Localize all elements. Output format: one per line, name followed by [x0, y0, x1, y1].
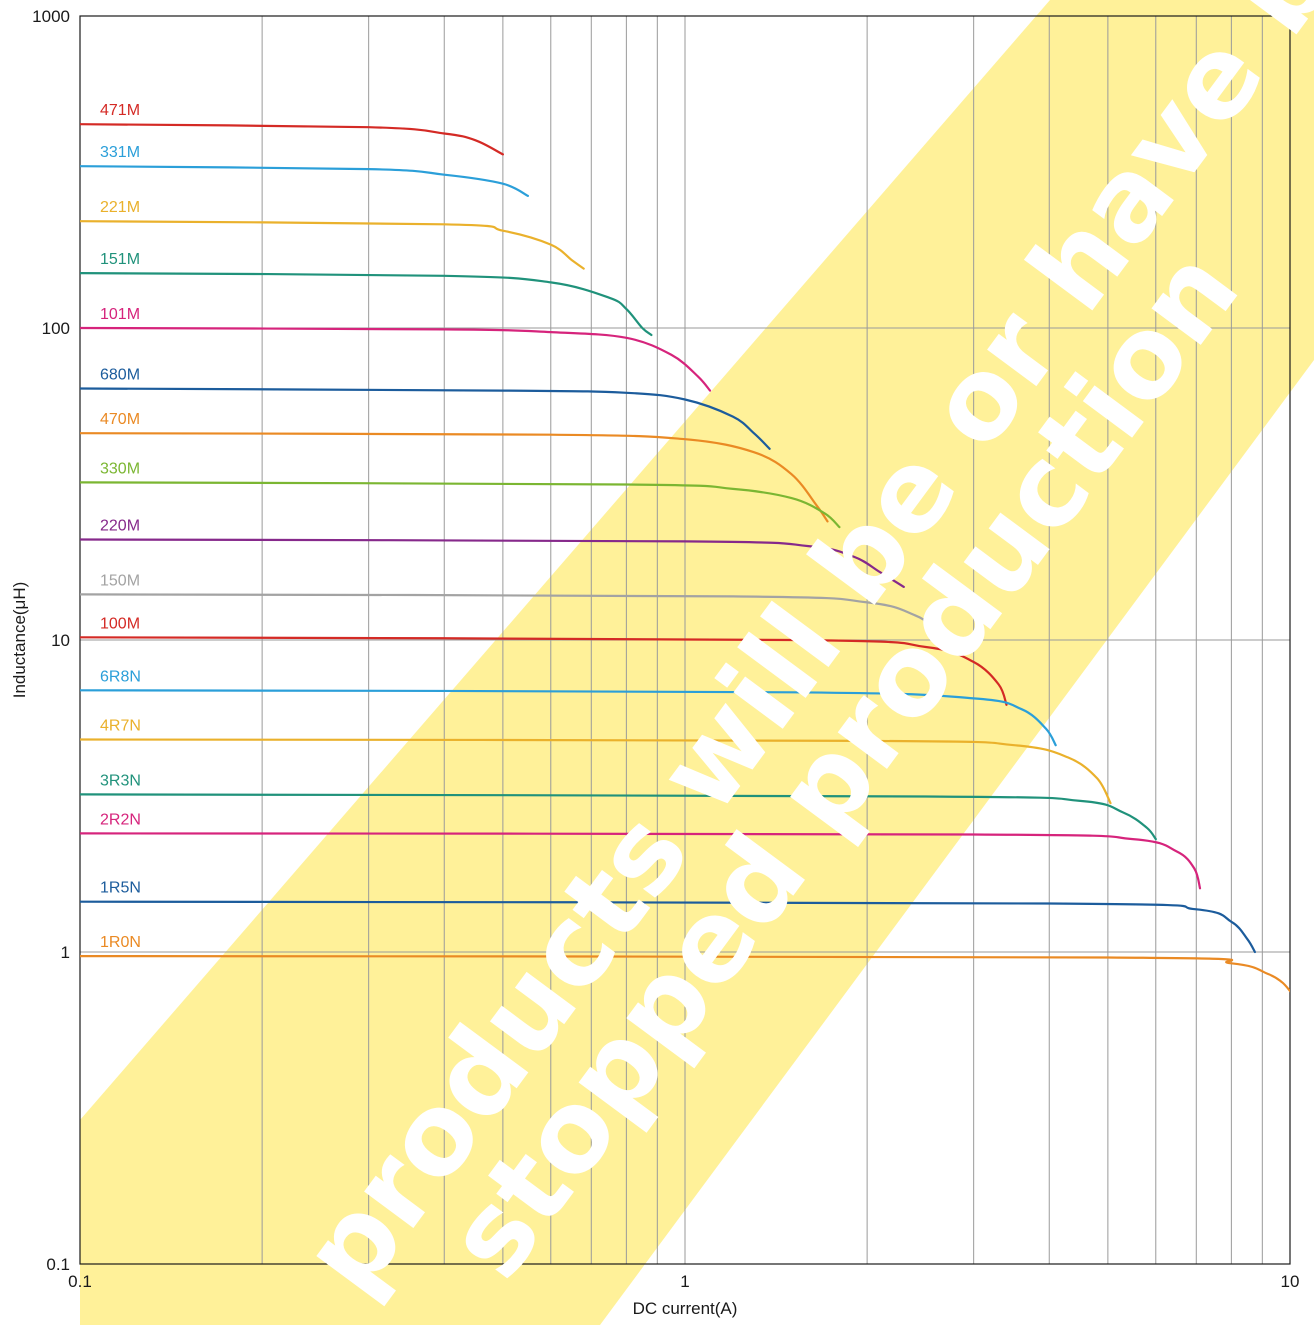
series-line-470m — [80, 432, 829, 523]
y-tick-label: 1000 — [32, 7, 70, 26]
series-line-4r7n — [80, 738, 1112, 805]
watermark-band-shape — [80, 0, 1314, 1325]
series-label-221m: 221M — [100, 199, 140, 216]
series-line-331m — [80, 165, 529, 197]
x-tick-label: 0.1 — [68, 1272, 92, 1291]
series-line-2r2n — [80, 832, 1202, 890]
series-label-100m: 100M — [100, 615, 140, 632]
watermark-text-group: products will be or have been stopped pr… — [277, 0, 1314, 1316]
y-tick-label: 1 — [61, 943, 70, 962]
x-axis-label: DC current(A) — [633, 1299, 738, 1318]
series-labels: 471M 331M 221M 151M 101M 680M 470M 330M 220M 150M… — [100, 102, 141, 951]
series-label-6r8n: 6R8N — [100, 668, 141, 685]
series-label-330m: 330M — [100, 460, 140, 477]
series-label-4r7n: 4R7N — [100, 717, 141, 734]
series-line-1r0n — [80, 955, 1290, 993]
series-label-151m: 151M — [100, 251, 140, 268]
series-line-3r3n — [80, 793, 1157, 841]
series-line-151m — [80, 272, 653, 337]
series-label-220m: 220M — [100, 517, 140, 534]
y-tick-label: 10 — [51, 631, 70, 650]
series-label-101m: 101M — [100, 306, 140, 323]
series-line-101m — [80, 326, 712, 392]
series-label-680m: 680M — [100, 366, 140, 383]
series-line-330m — [80, 481, 841, 529]
x-tick-label: 10 — [1281, 1272, 1300, 1291]
plot-frame — [79, 15, 1291, 1265]
series-label-3r3n: 3R3N — [100, 772, 141, 789]
watermark-band — [80, 0, 1314, 1325]
x-tick-label: 1 — [680, 1272, 689, 1291]
y-tick-labels: 0.1 1 10 100 1000 — [32, 7, 70, 1274]
y-tick-label: 100 — [42, 319, 70, 338]
series-lines — [80, 123, 1290, 993]
y-tick-label: 0.1 — [46, 1255, 70, 1274]
series-label-2r2n: 2R2N — [100, 811, 141, 828]
y-axis-label: Inductance(μH) — [10, 582, 29, 699]
x-tick-labels: 0.1 1 10 — [68, 1272, 1299, 1291]
series-label-471m: 471M — [100, 102, 140, 119]
series-line-1r5n — [80, 900, 1256, 954]
watermark-text-line-1: products will be or have been — [277, 0, 1314, 1316]
series-label-1r0n: 1R0N — [100, 934, 141, 951]
series-label-150m: 150M — [100, 572, 140, 589]
series-line-220m — [80, 538, 905, 588]
series-label-331m: 331M — [100, 144, 140, 161]
series-line-150m — [80, 593, 957, 649]
series-line-680m — [80, 387, 771, 450]
series-line-6r8n — [80, 689, 1057, 747]
series-line-100m — [80, 636, 1008, 706]
series-label-470m: 470M — [100, 411, 140, 428]
series-line-471m — [80, 123, 504, 156]
series-label-1r5n: 1R5N — [100, 880, 141, 897]
series-line-221m — [80, 220, 585, 270]
grid — [80, 16, 1290, 1264]
